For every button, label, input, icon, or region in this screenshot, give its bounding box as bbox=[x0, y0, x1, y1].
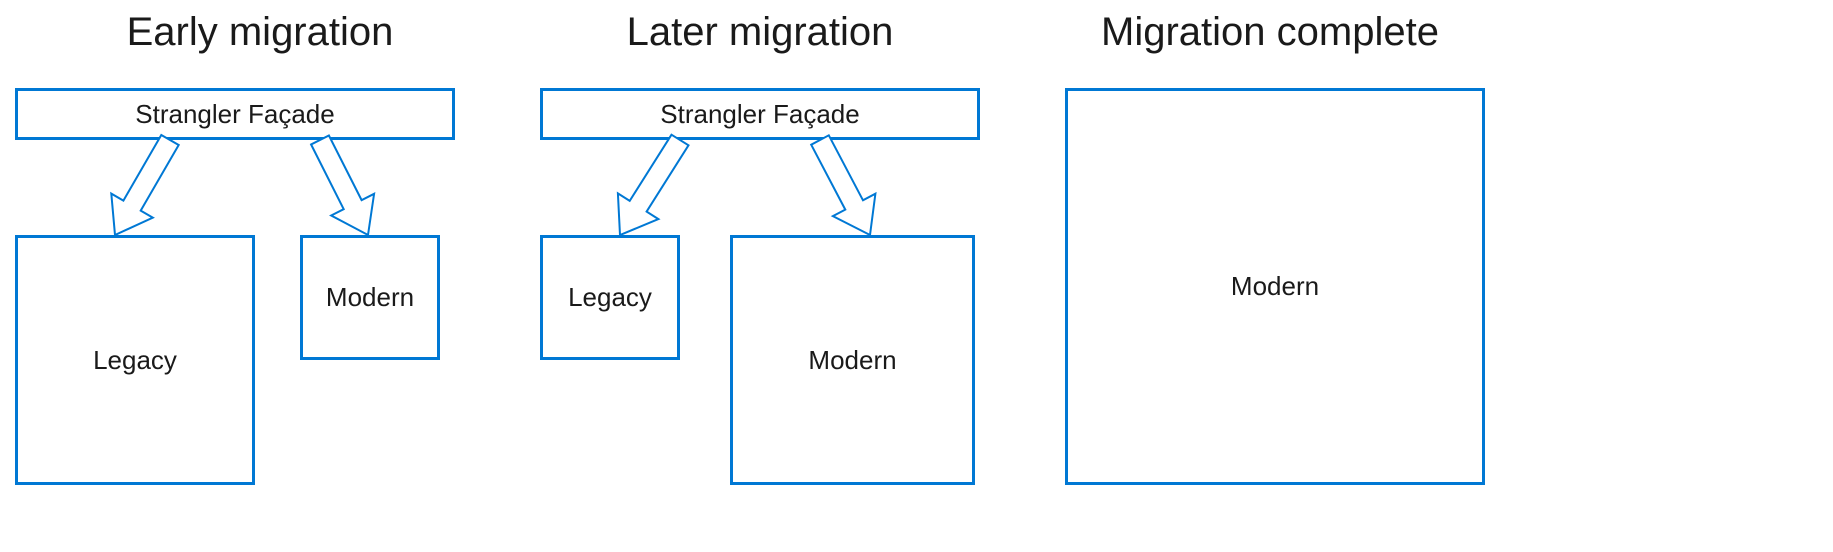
early-legacy-label: Legacy bbox=[93, 345, 177, 376]
later-legacy-box: Legacy bbox=[540, 235, 680, 360]
later-modern-box: Modern bbox=[730, 235, 975, 485]
complete-modern-label: Modern bbox=[1231, 271, 1319, 302]
early-legacy-box: Legacy bbox=[15, 235, 255, 485]
arrow bbox=[111, 135, 178, 235]
stage-title-early: Early migration bbox=[110, 10, 410, 55]
complete-modern-box: Modern bbox=[1065, 88, 1485, 485]
arrow bbox=[811, 135, 875, 235]
later-legacy-label: Legacy bbox=[568, 282, 652, 313]
early-modern-box: Modern bbox=[300, 235, 440, 360]
early-facade-label: Strangler Façade bbox=[135, 99, 334, 130]
arrow bbox=[618, 135, 689, 235]
later-facade-label: Strangler Façade bbox=[660, 99, 859, 130]
diagram-canvas: Early migration Strangler Façade Legacy Mod… bbox=[0, 0, 1833, 552]
later-modern-label: Modern bbox=[808, 345, 896, 376]
arrow bbox=[311, 136, 374, 236]
stage-title-later: Later migration bbox=[610, 10, 910, 55]
early-facade-box: Strangler Façade bbox=[15, 88, 455, 140]
later-facade-box: Strangler Façade bbox=[540, 88, 980, 140]
stage-title-complete: Migration complete bbox=[1080, 10, 1460, 55]
early-modern-label: Modern bbox=[326, 282, 414, 313]
